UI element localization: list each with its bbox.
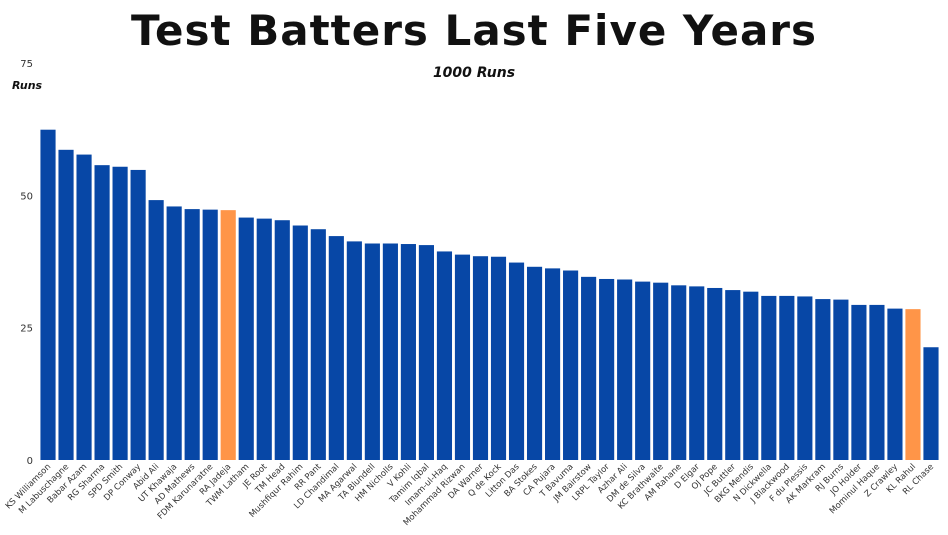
bar bbox=[635, 281, 651, 460]
bar bbox=[382, 243, 398, 460]
y-tick-label: 25 bbox=[20, 324, 33, 335]
bar bbox=[545, 268, 561, 460]
bar bbox=[887, 308, 903, 460]
bar bbox=[599, 278, 615, 460]
bar bbox=[815, 299, 831, 460]
bar bbox=[725, 290, 741, 460]
bar bbox=[238, 217, 254, 460]
bar bbox=[76, 154, 92, 460]
bar bbox=[346, 241, 362, 460]
y-axis-ticks: 0 25 50 75 bbox=[20, 59, 33, 467]
bar bbox=[400, 244, 416, 460]
bar bbox=[707, 287, 723, 460]
bar bbox=[869, 304, 885, 460]
bar bbox=[689, 286, 705, 460]
bar bbox=[779, 295, 795, 460]
bars bbox=[40, 129, 939, 460]
y-axis-label: Runs bbox=[12, 79, 43, 92]
bar bbox=[905, 309, 921, 460]
chart-subtitle: 1000 Runs bbox=[432, 65, 516, 81]
bar bbox=[743, 291, 759, 460]
bar bbox=[797, 296, 813, 460]
chart-title: Test Batters Last Five Years bbox=[130, 6, 818, 55]
bar bbox=[472, 256, 489, 460]
bar bbox=[653, 282, 669, 460]
bar bbox=[58, 149, 74, 460]
bar bbox=[436, 251, 453, 460]
bar bbox=[148, 200, 164, 460]
bar bbox=[526, 266, 543, 460]
bar bbox=[202, 209, 218, 460]
bar bbox=[274, 220, 290, 460]
bar bbox=[310, 229, 326, 460]
bar bbox=[418, 245, 434, 460]
bar bbox=[490, 256, 507, 460]
bar bbox=[166, 206, 182, 460]
bar bbox=[851, 304, 867, 460]
bar bbox=[256, 218, 272, 460]
bar bbox=[833, 299, 849, 460]
y-tick-label: 0 bbox=[27, 456, 33, 467]
bar bbox=[923, 347, 939, 460]
bar bbox=[617, 279, 633, 460]
bar bbox=[184, 209, 200, 460]
bar bbox=[563, 270, 579, 460]
bar bbox=[292, 225, 308, 460]
bar bbox=[328, 236, 344, 460]
bar bbox=[671, 285, 687, 460]
bar bbox=[454, 254, 471, 460]
bar bbox=[364, 243, 380, 460]
bar bbox=[508, 262, 525, 460]
bar bbox=[112, 166, 128, 460]
bar bbox=[40, 129, 56, 460]
bar bbox=[220, 210, 236, 460]
bar bbox=[581, 276, 597, 460]
y-tick-label: 75 bbox=[20, 59, 33, 70]
bar bbox=[130, 169, 146, 460]
bar bbox=[761, 295, 777, 460]
y-tick-label: 50 bbox=[20, 191, 33, 202]
bar bbox=[94, 165, 110, 460]
